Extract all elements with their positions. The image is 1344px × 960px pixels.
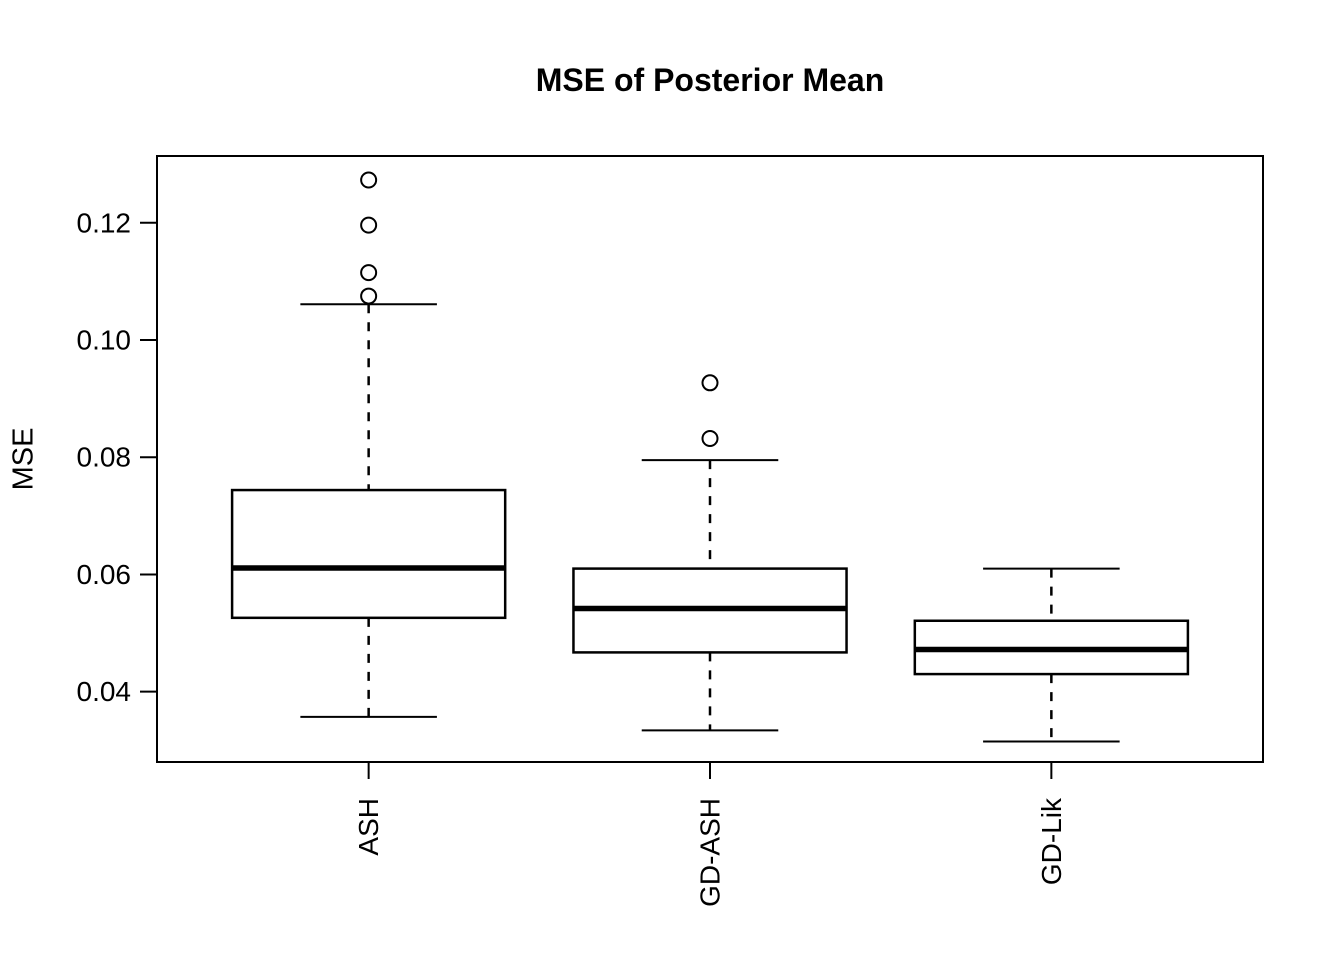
- y-axis-label: MSE: [7, 427, 40, 491]
- outlier-point: [701, 429, 719, 447]
- x-tick-label-ash: ASH: [353, 798, 384, 856]
- outlier-point: [701, 374, 719, 392]
- y-tick-label: 0.08: [77, 442, 132, 473]
- y-tick-label: 0.12: [77, 207, 132, 238]
- box-ash: [230, 488, 507, 620]
- y-tick-label: 0.06: [77, 559, 132, 590]
- x-tick-label-gd-lik: GD-Lik: [1036, 797, 1067, 885]
- outlier-point: [360, 264, 378, 282]
- y-tick-label: 0.10: [77, 325, 132, 356]
- outlier-point: [360, 171, 378, 189]
- chart-title: MSE of Posterior Mean: [535, 62, 885, 98]
- outlier-point: [360, 216, 378, 234]
- x-tick-label-gd-ash: GD-ASH: [695, 798, 726, 907]
- outlier-point: [360, 287, 378, 305]
- y-tick-label: 0.04: [77, 676, 132, 707]
